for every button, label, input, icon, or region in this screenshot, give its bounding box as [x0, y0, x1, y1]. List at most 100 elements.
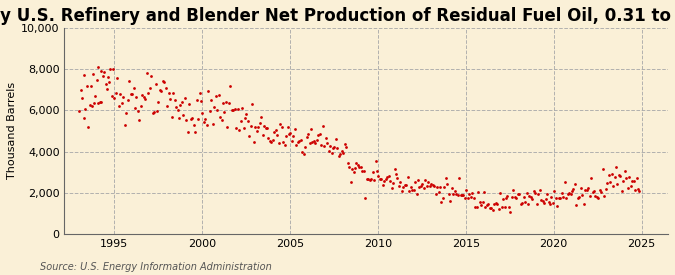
Point — [425, 184, 435, 188]
Point — [279, 143, 290, 147]
Point — [152, 109, 163, 113]
Point — [499, 205, 510, 209]
Point — [153, 100, 164, 104]
Point — [389, 167, 400, 171]
Point — [96, 69, 107, 73]
Point — [628, 179, 639, 183]
Point — [212, 108, 223, 112]
Point — [163, 91, 174, 95]
Point — [381, 177, 392, 181]
Point — [575, 185, 586, 190]
Point — [260, 126, 271, 131]
Point — [467, 191, 478, 195]
Point — [423, 179, 434, 184]
Point — [82, 125, 93, 129]
Point — [586, 176, 597, 180]
Point — [308, 139, 319, 144]
Point — [526, 195, 537, 199]
Point — [99, 70, 109, 74]
Point — [437, 196, 448, 200]
Point — [300, 145, 310, 149]
Point — [113, 104, 124, 109]
Point — [226, 108, 237, 112]
Point — [205, 109, 215, 113]
Point — [570, 182, 580, 186]
Point — [492, 202, 503, 206]
Point — [361, 176, 372, 181]
Point — [340, 142, 350, 147]
Point — [554, 196, 564, 200]
Point — [88, 101, 99, 105]
Point — [454, 176, 464, 180]
Point — [298, 152, 309, 157]
Point — [472, 189, 483, 194]
Point — [320, 136, 331, 140]
Point — [595, 188, 605, 192]
Point — [277, 139, 288, 144]
Point — [327, 146, 338, 150]
Point — [487, 208, 498, 212]
Point — [306, 127, 317, 132]
Point — [552, 204, 563, 208]
Point — [130, 105, 140, 110]
Point — [136, 104, 146, 108]
Point — [225, 83, 236, 88]
Point — [109, 96, 120, 100]
Point — [392, 175, 403, 180]
Point — [551, 195, 562, 200]
Point — [148, 110, 159, 114]
Point — [529, 189, 539, 193]
Point — [520, 199, 531, 204]
Point — [137, 93, 148, 98]
Point — [468, 196, 479, 200]
Point — [451, 192, 462, 196]
Point — [401, 183, 412, 187]
Point — [267, 138, 278, 142]
Point — [166, 114, 177, 119]
Point — [475, 200, 485, 204]
Point — [385, 179, 396, 184]
Point — [171, 105, 182, 109]
Point — [394, 184, 404, 188]
Point — [323, 149, 334, 153]
Point — [418, 186, 429, 191]
Point — [207, 122, 218, 126]
Point — [118, 94, 129, 99]
Point — [439, 185, 450, 189]
Point — [510, 195, 520, 199]
Text: Source: U.S. Energy Information Administration: Source: U.S. Energy Information Administ… — [40, 262, 272, 272]
Point — [485, 206, 495, 210]
Point — [285, 131, 296, 135]
Point — [373, 174, 384, 179]
Point — [247, 102, 258, 107]
Point — [347, 166, 358, 171]
Point — [407, 188, 418, 192]
Point — [587, 189, 598, 194]
Point — [134, 118, 145, 123]
Point — [458, 193, 469, 197]
Point — [103, 75, 114, 79]
Point — [466, 195, 477, 199]
Point — [518, 195, 529, 199]
Point — [370, 159, 381, 164]
Point — [621, 176, 632, 180]
Point — [350, 166, 360, 170]
Point — [315, 132, 325, 136]
Point — [512, 192, 523, 196]
Point — [266, 140, 277, 144]
Point — [86, 84, 97, 88]
Point — [597, 167, 608, 171]
Point — [119, 123, 130, 127]
Point — [78, 116, 89, 120]
Point — [228, 107, 239, 112]
Point — [571, 203, 582, 208]
Point — [596, 190, 607, 195]
Point — [379, 179, 389, 183]
Point — [292, 140, 303, 144]
Point — [614, 173, 624, 177]
Point — [566, 189, 577, 193]
Point — [284, 132, 294, 137]
Point — [611, 165, 622, 169]
Point — [78, 73, 89, 78]
Point — [263, 135, 274, 140]
